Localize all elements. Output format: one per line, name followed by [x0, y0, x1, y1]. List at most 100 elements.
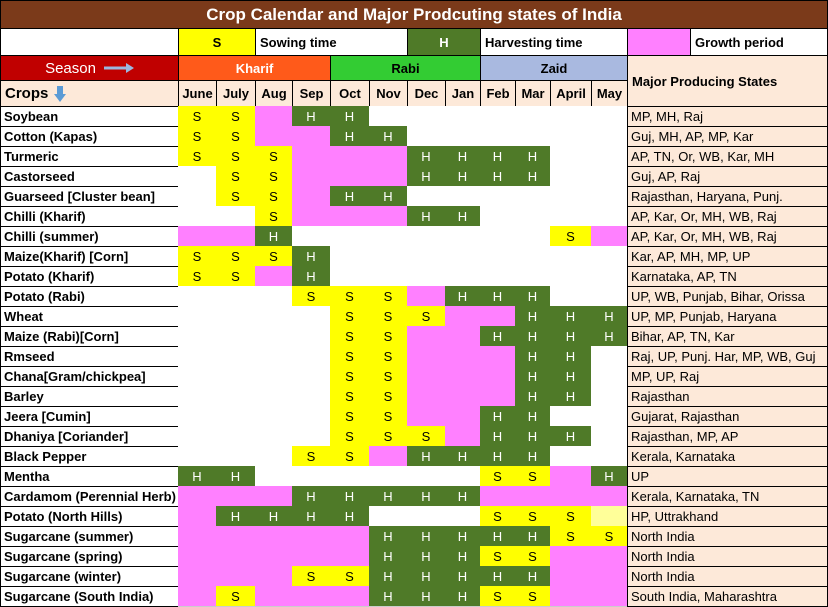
calendar-cell [216, 366, 256, 387]
calendar-cell: H [407, 486, 446, 507]
calendar-cell: H [255, 226, 293, 247]
calendar-cell: H [591, 326, 628, 347]
calendar-cell: H [330, 186, 370, 207]
crop-name: Maize(Kharif) [Corn] [0, 246, 179, 267]
calendar-cell: H [407, 586, 446, 607]
calendar-cell: S [216, 586, 256, 607]
calendar-cell: H [445, 166, 481, 187]
calendar-cell: S [216, 186, 256, 207]
calendar-cell [591, 586, 628, 607]
calendar-cell: H [255, 506, 293, 527]
calendar-cell: S [369, 426, 408, 447]
calendar-cell [178, 186, 217, 207]
calendar-cell: H [515, 446, 551, 467]
calendar-cell [255, 446, 293, 467]
calendar-cell [178, 586, 217, 607]
calendar-cell: H [515, 566, 551, 587]
calendar-cell: H [445, 206, 481, 227]
calendar-cell [216, 386, 256, 407]
calendar-cell: S [292, 286, 331, 307]
calendar-cell [445, 366, 481, 387]
crop-name: Chana[Gram/chickpea] [0, 366, 179, 387]
calendar-cell: H [591, 306, 628, 327]
calendar-cell [550, 446, 592, 467]
calendar-cell [445, 186, 481, 207]
states-cell: Raj, UP, Punj. Har, MP, WB, Guj [627, 346, 828, 367]
calendar-cell [369, 266, 408, 287]
calendar-cell [178, 426, 217, 447]
calendar-cell [178, 326, 217, 347]
calendar-cell [292, 326, 331, 347]
calendar-cell [330, 466, 370, 487]
calendar-cell [216, 486, 256, 507]
states-cell: Guj, AP, Raj [627, 166, 828, 187]
calendar-cell: S [330, 286, 370, 307]
calendar-cell [550, 566, 592, 587]
calendar-cell: S [550, 506, 592, 527]
calendar-cell: S [550, 226, 592, 247]
calendar-cell: S [515, 586, 551, 607]
calendar-cell [407, 406, 446, 427]
calendar-cell [515, 226, 551, 247]
month-header: Dec [407, 80, 446, 107]
calendar-cell [369, 506, 408, 527]
calendar-cell: S [369, 286, 408, 307]
calendar-cell [292, 226, 331, 247]
calendar-cell: H [515, 406, 551, 427]
calendar-cell: H [550, 326, 592, 347]
calendar-cell [445, 466, 481, 487]
calendar-cell [480, 366, 516, 387]
crop-name: Potato (Rabi) [0, 286, 179, 307]
calendar-cell: H [480, 146, 516, 167]
crop-name: Mentha [0, 466, 179, 487]
calendar-cell: H [216, 466, 256, 487]
calendar-cell: S [330, 366, 370, 387]
calendar-cell [591, 286, 628, 307]
calendar-cell: S [330, 326, 370, 347]
legend-label: Sowing time [255, 28, 408, 56]
calendar-cell [330, 226, 370, 247]
arrow-icon [103, 63, 134, 73]
crop-name: Barley [0, 386, 179, 407]
calendar-cell: H [369, 186, 408, 207]
calendar-cell: S [550, 526, 592, 547]
calendar-cell [255, 586, 293, 607]
calendar-cell [178, 286, 217, 307]
states-cell: Guj, MH, AP, MP, Kar [627, 126, 828, 147]
calendar-cell [480, 186, 516, 207]
crop-name: Dhaniya [Coriander] [0, 426, 179, 447]
states-cell: Kerala, Karnataka [627, 446, 828, 467]
calendar-cell [480, 486, 516, 507]
states-cell: North India [627, 566, 828, 587]
calendar-cell: S [255, 146, 293, 167]
calendar-cell [216, 346, 256, 367]
calendar-cell [369, 246, 408, 267]
calendar-cell: S [216, 246, 256, 267]
calendar-cell: H [292, 486, 331, 507]
legend-swatch: H [407, 28, 481, 56]
calendar-cell [178, 226, 217, 247]
calendar-cell: H [515, 166, 551, 187]
calendar-cell: S [330, 426, 370, 447]
calendar-cell [445, 126, 481, 147]
states-cell: UP, WB, Punjab, Bihar, Orissa [627, 286, 828, 307]
calendar-cell: H [515, 366, 551, 387]
calendar-cell [591, 166, 628, 187]
calendar-cell: H [369, 486, 408, 507]
calendar-cell: S [369, 346, 408, 367]
month-header: July [216, 80, 256, 107]
calendar-cell: H [407, 206, 446, 227]
calendar-cell [550, 186, 592, 207]
calendar-cell: S [178, 246, 217, 267]
calendar-cell [480, 266, 516, 287]
calendar-cell [255, 426, 293, 447]
states-cell: AP, TN, Or, WB, Kar, MH [627, 146, 828, 167]
calendar-cell: H [330, 126, 370, 147]
arrow-icon [54, 85, 67, 102]
calendar-cell [255, 386, 293, 407]
calendar-cell [255, 346, 293, 367]
states-cell: AP, Kar, Or, MH, WB, Raj [627, 206, 828, 227]
calendar-cell [591, 386, 628, 407]
calendar-cell: H [445, 446, 481, 467]
